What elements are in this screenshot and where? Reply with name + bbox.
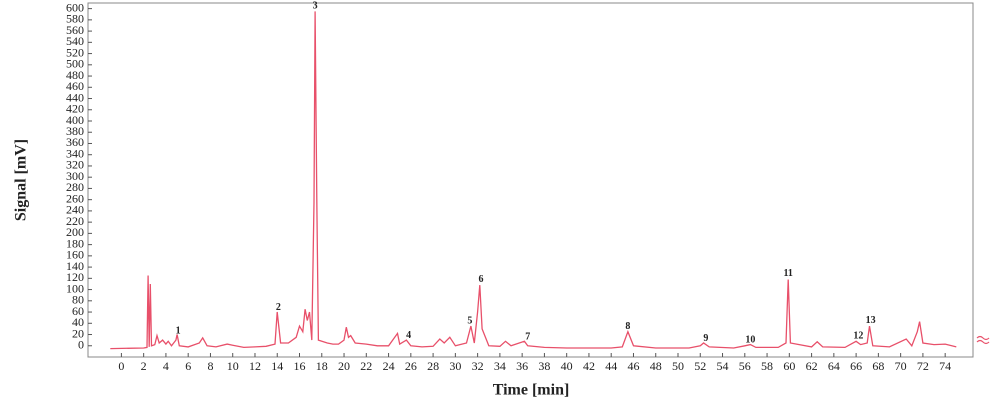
y-tick-label: 280 — [66, 180, 84, 194]
y-tick-label: 180 — [66, 236, 84, 250]
peak-label: 12 — [853, 331, 863, 342]
x-tick-label: 46 — [627, 359, 639, 373]
peak-label: 1 — [176, 325, 181, 336]
y-tick-label: 40 — [72, 315, 84, 329]
y-tick-label: 340 — [66, 146, 84, 160]
x-tick-label: 12 — [249, 359, 261, 373]
x-axis-title: Time [min] — [493, 382, 570, 399]
peak-label: 11 — [783, 268, 792, 279]
x-tick-label: 52 — [694, 359, 706, 373]
y-axis-title: Signal [mV] — [13, 139, 30, 221]
x-tick-label: 38 — [538, 359, 550, 373]
y-tick-label: 160 — [66, 248, 84, 262]
x-tick-label: 30 — [449, 359, 461, 373]
y-tick-label: 360 — [66, 135, 84, 149]
y-tick-label: 300 — [66, 169, 84, 183]
x-tick-label: 28 — [427, 359, 439, 373]
y-tick-label: 260 — [66, 191, 84, 205]
y-tick-label: 420 — [66, 102, 84, 116]
y-tick-label: 520 — [66, 45, 84, 59]
peak-label: 8 — [625, 321, 630, 332]
x-tick-label: 24 — [383, 359, 395, 373]
y-tick-label: 500 — [66, 57, 84, 71]
x-tick-label: 14 — [271, 359, 283, 373]
x-tick-label: 26 — [405, 359, 417, 373]
y-tick-label: 100 — [66, 281, 84, 295]
x-tick-label: 62 — [806, 359, 818, 373]
x-tick-label: 50 — [672, 359, 684, 373]
y-tick-label: 60 — [72, 304, 84, 318]
y-tick-label: 20 — [72, 326, 84, 340]
y-tick-label: 200 — [66, 225, 84, 239]
y-tick-label: 120 — [66, 270, 84, 284]
y-tick-label: 480 — [66, 68, 84, 82]
x-tick-label: 32 — [472, 359, 484, 373]
x-tick-label: 72 — [917, 359, 929, 373]
y-tick-label: 80 — [72, 293, 84, 307]
x-tick-label: 60 — [783, 359, 795, 373]
x-tick-label: 54 — [717, 359, 729, 373]
x-tick-label: 58 — [761, 359, 773, 373]
x-tick-label: 56 — [739, 359, 751, 373]
peak-label: 10 — [745, 334, 755, 345]
x-tick-label: 40 — [561, 359, 573, 373]
y-tick-label: 440 — [66, 90, 84, 104]
x-tick-label: 16 — [294, 359, 306, 373]
y-tick-label: 580 — [66, 12, 84, 26]
x-tick-label: 42 — [583, 359, 595, 373]
y-tick-label: 400 — [66, 113, 84, 127]
y-tick-label: 560 — [66, 23, 84, 37]
end-marker — [976, 335, 990, 345]
x-tick-label: 48 — [650, 359, 662, 373]
x-tick-label: 22 — [360, 359, 372, 373]
y-tick-label: 220 — [66, 214, 84, 228]
plot-frame — [87, 2, 974, 358]
y-tick-label: 320 — [66, 158, 84, 172]
peak-label: 13 — [866, 315, 876, 326]
y-tick-label: 460 — [66, 79, 84, 93]
x-tick-label: 4 — [163, 359, 169, 373]
peak-label: 2 — [276, 302, 281, 313]
peak-label: 3 — [313, 1, 318, 12]
y-tick-label: 240 — [66, 203, 84, 217]
y-tick-label: 540 — [66, 34, 84, 48]
x-tick-label: 74 — [939, 359, 951, 373]
peak-label: 4 — [406, 330, 411, 341]
x-tick-label: 70 — [895, 359, 907, 373]
signal-line — [110, 11, 957, 350]
y-tick-label: 0 — [78, 338, 84, 352]
x-tick-label: 64 — [828, 359, 840, 373]
x-tick-label: 36 — [516, 359, 528, 373]
y-tick-label: 600 — [66, 0, 84, 14]
x-tick-label: 8 — [207, 359, 213, 373]
x-tick-label: 10 — [227, 359, 239, 373]
x-tick-label: 68 — [872, 359, 884, 373]
peak-label: 9 — [703, 333, 708, 344]
y-tick-label: 140 — [66, 259, 84, 273]
x-tick-label: 0 — [118, 359, 124, 373]
x-tick-label: 20 — [338, 359, 350, 373]
x-tick-label: 18 — [316, 359, 328, 373]
peak-label: 6 — [478, 274, 483, 285]
x-tick-label: 66 — [850, 359, 862, 373]
x-tick-label: 6 — [185, 359, 191, 373]
y-tick-label: 380 — [66, 124, 84, 138]
x-tick-label: 2 — [141, 359, 147, 373]
x-tick-label: 44 — [605, 359, 617, 373]
x-tick-label: 34 — [494, 359, 506, 373]
peak-label: 5 — [467, 315, 472, 326]
peak-label: 7 — [525, 332, 530, 343]
